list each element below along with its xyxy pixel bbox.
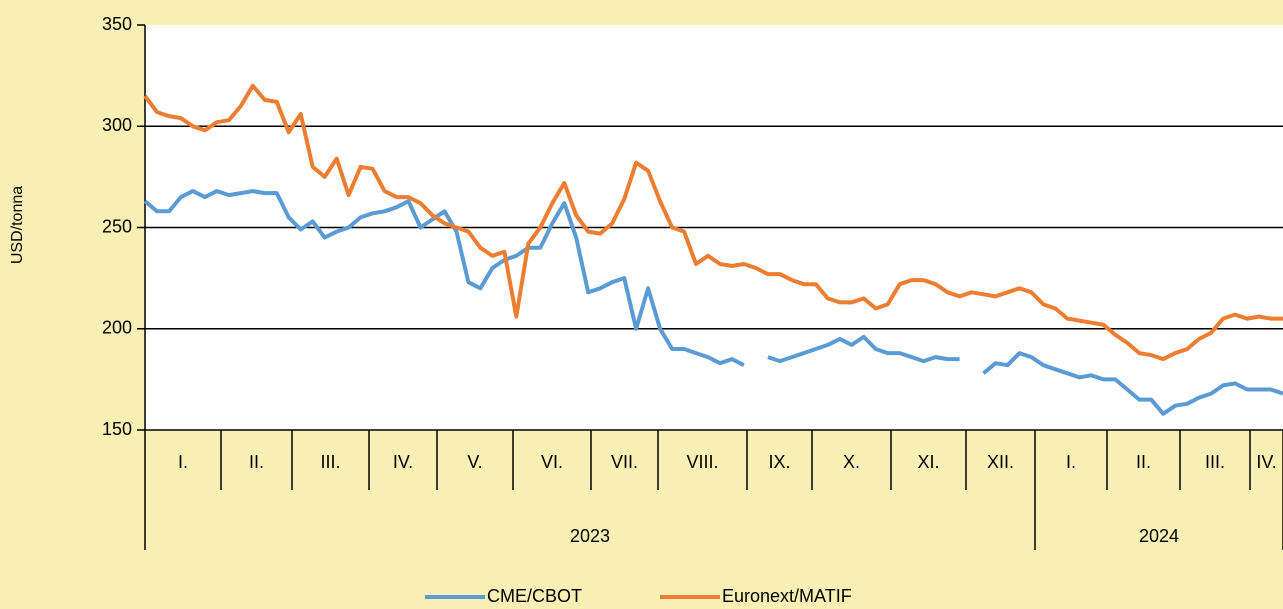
y-axis-label: USD/tonna	[9, 186, 26, 264]
year-label: 2024	[1139, 526, 1179, 546]
x-tick-label: XII.	[987, 452, 1014, 472]
series-line	[143, 189, 745, 367]
x-tick-label: V.	[467, 452, 482, 472]
x-tick-label: VI.	[541, 452, 563, 472]
x-tick-label: IV.	[1256, 452, 1276, 472]
x-tick-label: II.	[249, 452, 264, 472]
x-tick-label: III.	[1205, 452, 1225, 472]
x-tick-label: II.	[1136, 452, 1151, 472]
legend-label: Euronext/MATIF	[722, 586, 852, 606]
x-tick-label: I.	[1066, 452, 1076, 472]
y-tick-label: 150	[102, 419, 132, 439]
series-line	[982, 351, 1283, 416]
series-line	[767, 334, 960, 364]
y-tick-label: 250	[102, 216, 132, 236]
x-tick-label: X.	[843, 452, 860, 472]
x-tick-label: VII.	[611, 452, 638, 472]
y-tick-label: 300	[102, 115, 132, 135]
year-label: 2023	[570, 526, 610, 546]
x-tick-label: III.	[320, 452, 340, 472]
series-line	[143, 83, 1283, 362]
x-tick-label: VIII.	[686, 452, 718, 472]
x-tick-label: XI.	[917, 452, 939, 472]
legend-label: CME/CBOT	[487, 586, 582, 606]
x-tick-label: IV.	[393, 452, 413, 472]
x-tick-label: I.	[178, 452, 188, 472]
y-tick-label: 200	[102, 318, 132, 338]
x-tick-label: IX.	[768, 452, 790, 472]
y-tick-label: 350	[102, 14, 132, 34]
